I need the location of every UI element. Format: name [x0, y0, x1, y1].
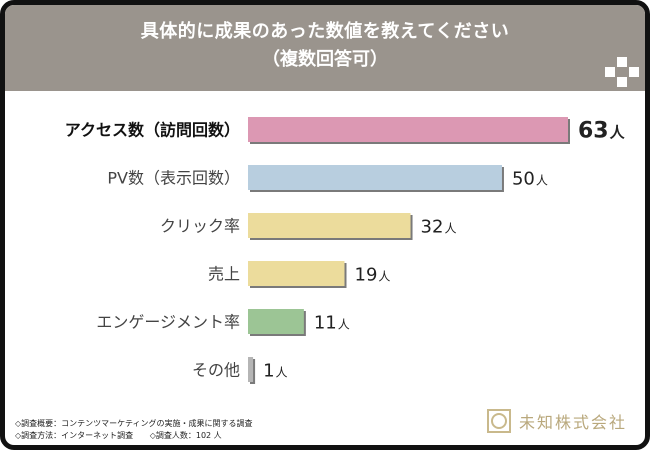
value-label-0: 63人: [578, 119, 626, 144]
company-logo: 未知株式会社: [486, 409, 627, 433]
value-label-4: 11人: [314, 313, 350, 334]
bar-0: [248, 117, 568, 142]
bar-5: [248, 357, 254, 382]
value-label-1: 50人: [512, 169, 548, 190]
category-label-0: アクセス数（訪問回数）: [65, 121, 240, 140]
header-banner: 具体的に成果のあった数値を教えてください （複数回答可）: [5, 5, 645, 91]
survey-method: ◇調査方法：インターネット調査: [15, 431, 134, 440]
bar-1: [248, 165, 502, 190]
logo-mark-icon: [486, 409, 511, 433]
category-label-3: 売上: [208, 265, 240, 284]
checker-decoration-icon: [605, 57, 639, 87]
category-label-4: エンゲージメント率: [96, 313, 240, 332]
survey-count: ◇調査人数：102 人: [149, 431, 222, 440]
value-label-2: 32人: [421, 217, 457, 238]
category-label-2: クリック率: [160, 217, 240, 236]
chart-title: 具体的に成果のあった数値を教えてください: [140, 21, 510, 42]
logo-text: 未知株式会社: [518, 413, 627, 432]
category-label-1: PV数（表示回数）: [107, 169, 240, 188]
bar-4: [248, 309, 304, 334]
value-label-5: 1人: [263, 361, 287, 382]
chart-subtitle: （複数回答可）: [262, 49, 388, 70]
bar-3: [248, 261, 345, 286]
survey-footer: ◇調査概要：コンテンツマーケティングの実施・成果に関する調査 ◇調査方法：インタ…: [15, 418, 253, 442]
survey-overview: ◇調査概要：コンテンツマーケティングの実施・成果に関する調査: [15, 419, 253, 428]
bar-2: [248, 213, 411, 238]
value-label-3: 19人: [355, 265, 391, 286]
category-label-5: その他: [192, 361, 240, 380]
